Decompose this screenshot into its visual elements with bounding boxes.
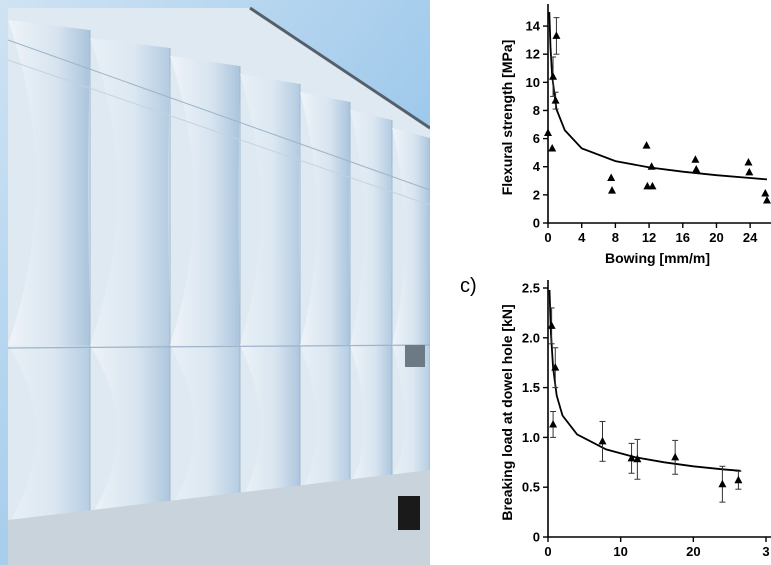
x-axis-label: Bowing [mm/m] bbox=[605, 250, 710, 266]
x-tick-label: 20 bbox=[709, 230, 723, 245]
y-tick-label: 0 bbox=[533, 530, 540, 545]
data-point bbox=[643, 181, 652, 190]
y-tick-label: 14 bbox=[526, 19, 541, 34]
upper-panel-row bbox=[8, 20, 430, 525]
y-tick-label: 0 bbox=[533, 216, 540, 231]
y-tick-label: 10 bbox=[526, 75, 540, 90]
data-point bbox=[745, 167, 754, 176]
bowed-panel bbox=[90, 38, 170, 345]
y-tick-label: 8 bbox=[533, 103, 540, 118]
y-tick-label: 6 bbox=[533, 131, 540, 146]
data-point bbox=[648, 181, 657, 190]
y-tick-label: 2.0 bbox=[522, 330, 540, 345]
fit-curve bbox=[548, 11, 768, 181]
data-point bbox=[642, 141, 651, 149]
data-point bbox=[691, 155, 700, 163]
ground bbox=[8, 470, 430, 565]
x-tick-label: 0 bbox=[544, 544, 551, 559]
panel-joint bbox=[7, 344, 430, 349]
panel-label-c: c) bbox=[460, 275, 477, 297]
breaking-load-chart: 00.51.01.52.02.5010203Bowing [mm/m]Break… bbox=[460, 275, 771, 565]
data-point bbox=[763, 195, 771, 204]
plot-area-c: 00.51.01.52.02.5010203Bowing [mm/m]Break… bbox=[499, 280, 771, 565]
panel-joint bbox=[7, 39, 430, 191]
x-tick-label: 3 bbox=[762, 544, 769, 559]
x-tick-label: 8 bbox=[612, 230, 619, 245]
bowed-panel bbox=[300, 345, 350, 493]
data-point bbox=[734, 475, 743, 484]
x-tick-label: 10 bbox=[613, 544, 627, 559]
wall-box bbox=[405, 345, 425, 367]
bowed-panel bbox=[90, 345, 170, 517]
x-tick-label: 16 bbox=[676, 230, 690, 245]
data-point bbox=[551, 96, 560, 104]
data-point bbox=[549, 419, 558, 428]
y-axis-label: Flexural strength [MPa] bbox=[499, 40, 515, 196]
data-point bbox=[647, 162, 656, 170]
bowed-panel bbox=[170, 56, 240, 345]
x-tick-label: 24 bbox=[743, 230, 758, 245]
bowed-panel bbox=[350, 110, 392, 345]
bowed-panel bbox=[392, 128, 430, 345]
bowed-panel bbox=[240, 74, 300, 345]
panel-joint bbox=[7, 59, 430, 206]
x-tick-label: 20 bbox=[686, 544, 700, 559]
y-tick-label: 4 bbox=[533, 159, 541, 174]
y-tick-label: 2.5 bbox=[522, 281, 540, 296]
trash-bin bbox=[398, 496, 420, 530]
y-tick-label: 1.5 bbox=[522, 380, 540, 395]
data-point bbox=[633, 454, 642, 463]
y-axis-label: Breaking load at dowel hole [kN] bbox=[499, 304, 515, 520]
bowed-panel bbox=[170, 345, 240, 509]
data-point bbox=[718, 479, 727, 488]
data-point bbox=[544, 128, 552, 136]
roof-edge bbox=[249, 6, 430, 130]
data-point bbox=[671, 452, 680, 461]
bowed-panel bbox=[8, 20, 90, 345]
bowed-panel bbox=[240, 345, 300, 501]
x-tick-label: 4 bbox=[578, 230, 586, 245]
data-point bbox=[548, 143, 557, 152]
bowed-panel bbox=[392, 345, 430, 477]
data-point bbox=[692, 165, 701, 173]
x-tick-label: 12 bbox=[642, 230, 656, 245]
data-point bbox=[627, 453, 636, 462]
data-point bbox=[761, 188, 770, 197]
data-point bbox=[607, 173, 616, 181]
y-tick-label: 0.5 bbox=[522, 480, 540, 495]
y-tick-label: 1.0 bbox=[522, 430, 540, 445]
facade-photo bbox=[0, 0, 430, 565]
data-point bbox=[608, 186, 617, 194]
fit-curve bbox=[548, 289, 741, 472]
y-tick-label: 12 bbox=[526, 47, 540, 62]
data-point bbox=[547, 321, 556, 329]
data-point bbox=[744, 158, 753, 166]
data-point bbox=[598, 436, 607, 445]
y-tick-label: 2 bbox=[533, 187, 540, 202]
bowed-panel bbox=[8, 345, 90, 525]
data-point bbox=[551, 363, 560, 371]
data-point bbox=[552, 31, 561, 39]
data-point bbox=[549, 72, 558, 80]
bowed-panel bbox=[350, 345, 392, 485]
bowed-panel bbox=[300, 92, 350, 345]
x-tick-label: 0 bbox=[544, 230, 551, 245]
